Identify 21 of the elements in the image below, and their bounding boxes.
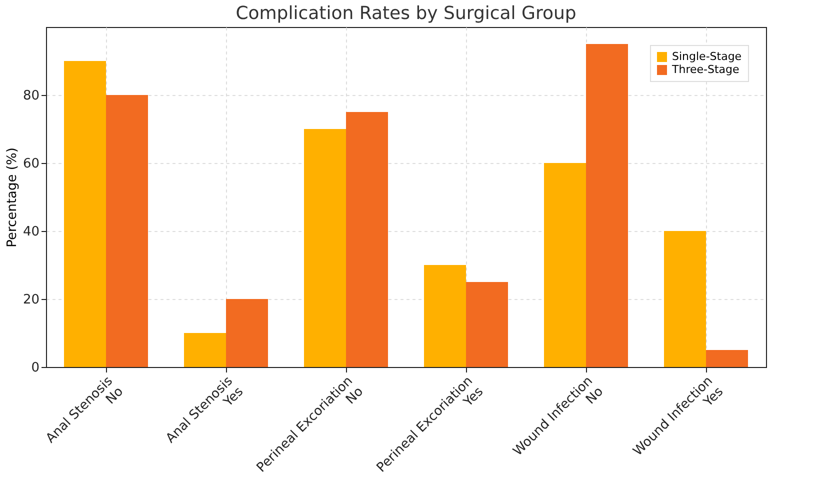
bar xyxy=(586,44,628,367)
bar xyxy=(424,265,466,367)
legend-label: Single-Stage xyxy=(672,50,742,63)
y-tick-label: 20 xyxy=(22,292,40,308)
y-axis-title: Percentage (%) xyxy=(4,148,20,248)
bar xyxy=(64,61,106,367)
y-tick-label: 80 xyxy=(22,88,40,104)
bar xyxy=(184,333,226,367)
bar xyxy=(304,129,346,367)
bar xyxy=(226,299,268,367)
y-tick-label: 60 xyxy=(22,156,40,172)
chart-title: Complication Rates by Surgical Group xyxy=(236,3,576,24)
legend-label: Three-Stage xyxy=(671,63,740,76)
bar xyxy=(544,163,586,367)
bar xyxy=(706,350,748,367)
bar xyxy=(106,95,148,367)
y-tick-label: 0 xyxy=(31,360,40,376)
bar xyxy=(664,231,706,367)
bar xyxy=(346,112,388,367)
bar xyxy=(466,282,508,367)
y-tick-label: 40 xyxy=(22,224,40,240)
